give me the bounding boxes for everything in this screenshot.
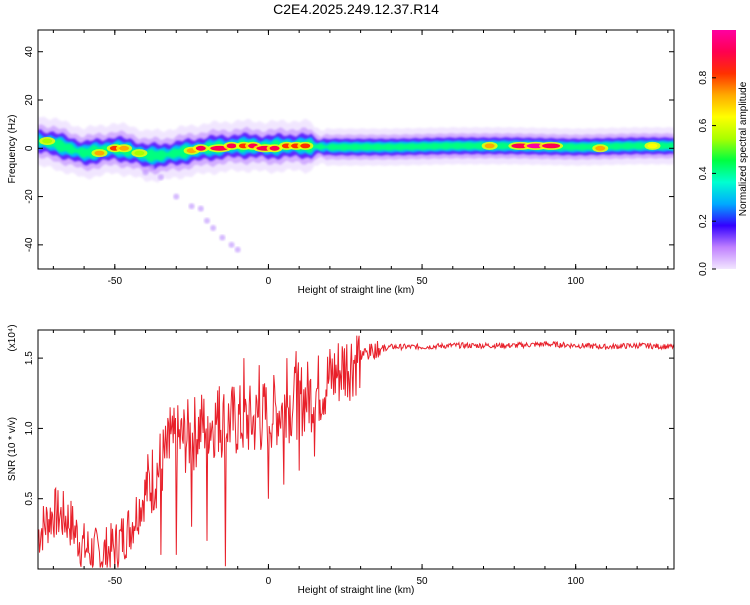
spectrogram-ytick-label: -20 — [24, 189, 35, 204]
colorbar-ticks: 0.0 0.2 0.4 0.6 0.8 — [698, 70, 716, 276]
spectrogram-xtick-label: 0 — [266, 276, 272, 287]
spectrogram-xtick-label: 50 — [416, 276, 428, 287]
spectrogram-scatter-point — [219, 234, 226, 241]
spectrogram-frame — [37, 29, 675, 270]
spectrogram-scatter-point — [173, 193, 180, 200]
spectrogram-ticks: -50 0 50 100 40 20 0 -20 -40 — [24, 30, 674, 287]
spectrogram-hotspot — [42, 138, 53, 144]
spectrogram-hotspot — [210, 145, 229, 151]
colorbar-label: Normalized spectral amplitude — [738, 81, 749, 216]
colorbar: 0.0 0.2 0.4 0.6 0.8 Normalized spectral ampl… — [698, 30, 749, 276]
spectrogram-hotspot — [134, 150, 145, 156]
spectrogram-ytick-label: 40 — [24, 46, 35, 58]
spectrogram-hotspot — [595, 145, 606, 151]
spectrogram-ytick-label: 20 — [24, 94, 35, 106]
spectrogram-xlabel: Height of straight line (km) — [298, 285, 415, 296]
snr-panel: -50 0 50 100 0.5 1.0 1.5 Height of straight li… — [7, 324, 675, 596]
spectrogram-hotspot — [94, 150, 105, 156]
colorbar-tick-label: 0.4 — [698, 166, 709, 180]
snr-xtick-label: -50 — [108, 576, 123, 587]
spectrogram-hotspot — [119, 145, 130, 151]
colorbar-tick-label: 0.2 — [698, 214, 709, 228]
spectrogram-band — [38, 135, 674, 163]
spectrogram-ytick-label: 0 — [24, 145, 35, 151]
spectrogram-ylabel: Frequency (Hz) — [7, 115, 18, 184]
snr-ytick-label: 0.5 — [24, 491, 35, 505]
snr-ticks: -50 0 50 100 0.5 1.0 1.5 — [24, 330, 674, 587]
spectrogram-panel: -50 0 50 100 40 20 0 -20 -40 Height of straight … — [7, 29, 675, 296]
colorbar-strip — [712, 30, 736, 269]
spectrogram-scatter-point — [188, 203, 195, 210]
spectrogram-hotspot — [195, 145, 206, 151]
figure-title: C2E4.2025.249.12.37.R14 — [273, 1, 439, 17]
spectrogram-scatter-point — [197, 205, 204, 212]
spectrogram-xtick-label: 100 — [567, 276, 584, 287]
colorbar-tick-label: 0.6 — [698, 118, 709, 132]
snr-ytick-label: 1.0 — [24, 421, 35, 435]
snr-ylabel: SNR (10 * v/v) — [7, 417, 18, 481]
spectrogram-scatter-point — [142, 169, 149, 176]
spectrogram-hotspot — [226, 143, 237, 149]
snr-xtick-label: 100 — [567, 576, 584, 587]
spectrogram-scatter-point — [203, 217, 210, 224]
colorbar-tick-label: 0.8 — [698, 70, 709, 84]
spectrogram-hotspot — [542, 143, 561, 149]
snr-xtick-label: 50 — [416, 576, 428, 587]
colorbar-tick-label: 0.0 — [698, 262, 709, 276]
spectrogram-hotspot — [269, 145, 280, 151]
spectrogram-hotspot — [647, 143, 658, 149]
spectrogram-ytick-label: -40 — [24, 237, 35, 252]
spectrogram-hotspot — [484, 143, 495, 149]
spectrogram-scatter-point — [148, 164, 155, 171]
spectrogram-layer — [38, 116, 674, 253]
snr-ytick-label: 1.5 — [24, 351, 35, 365]
snr-frame — [37, 329, 675, 570]
spectrogram-hotspot — [300, 143, 311, 149]
snr-xtick-label: 0 — [266, 576, 272, 587]
spectrogram-xtick-label: -50 — [108, 276, 123, 287]
snr-multiplier: (x10⁴) — [7, 324, 18, 351]
spectrogram-scatter-point — [157, 174, 164, 181]
spectrogram-scatter-point — [228, 241, 235, 248]
snr-xlabel: Height of straight line (km) — [298, 585, 415, 596]
spectrogram-scatter-point — [234, 246, 241, 253]
snr-series-line — [38, 335, 674, 568]
spectrogram-scatter-point — [210, 224, 217, 231]
